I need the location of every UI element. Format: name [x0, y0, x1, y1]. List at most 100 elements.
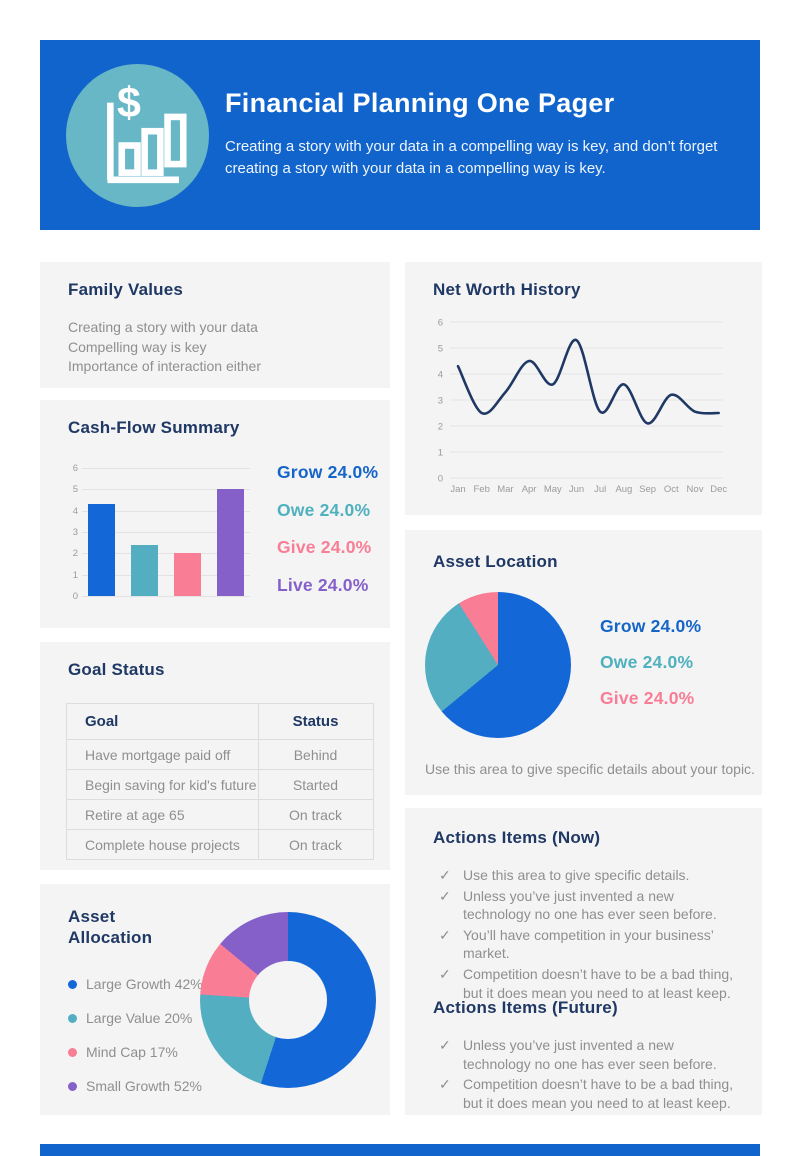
net-worth-title: Net Worth History: [433, 280, 581, 299]
legend-label: Mind Cap 17%: [86, 1044, 178, 1060]
check-list-item: ✓ Competition doesn’t have to be a bad th…: [439, 965, 741, 1002]
table-row: Retire at age 65 On track: [66, 799, 374, 830]
footer-accent-bar: [40, 1144, 760, 1156]
legend-dot: [68, 1081, 77, 1091]
legend-item: Mind Cap 17%: [68, 1044, 203, 1060]
legend-item: Live 24.0%: [277, 574, 369, 595]
table-row: Begin saving for kid's future Started: [66, 769, 374, 800]
cash-flow-title: Cash-Flow Summary: [68, 418, 240, 437]
status-cell: On track: [258, 829, 374, 860]
checkmark-icon: ✓: [439, 966, 451, 983]
net-worth-line: [456, 338, 720, 425]
svg-text:Oct: Oct: [664, 484, 679, 495]
svg-text:Jan: Jan: [450, 484, 465, 495]
legend-item: Small Growth 52%: [68, 1078, 203, 1094]
bar-chart-gridline: [82, 489, 250, 491]
bar-chart-gridline: [82, 510, 250, 512]
page-title: Financial Planning One Pager: [225, 88, 615, 118]
y-axis-tick-label: 0: [72, 591, 78, 602]
legend-item: Grow 24.0%: [600, 616, 702, 636]
goal-column-header: Goal: [66, 703, 259, 740]
svg-text:6: 6: [438, 318, 443, 329]
net-worth-card: Net Worth History 0 1 2 3 4 5 6 Jan Feb Mar Apr May…: [405, 262, 762, 515]
svg-text:May: May: [544, 484, 562, 495]
legend-item: Owe 24.0%: [277, 499, 371, 520]
svg-text:Jul: Jul: [594, 484, 606, 495]
y-axis-tick-label: 3: [72, 527, 78, 538]
family-values-line: Compelling way is key: [68, 338, 207, 355]
goal-status-table: Goal Status Have mortgage paid off Behind…: [66, 703, 374, 860]
check-item-text: You’ll have competition in your business…: [463, 926, 714, 962]
check-item-text: Competition doesn’t have to be a bad thi…: [463, 1076, 734, 1111]
family-values-card: Family Values Creating a story with your…: [40, 262, 390, 388]
legend-item: Give 24.0%: [600, 688, 695, 708]
bar-chart-gridline: [82, 468, 250, 469]
legend-item: Large Growth 42%: [68, 976, 203, 992]
svg-text:0: 0: [438, 474, 443, 485]
status-cell: Started: [258, 769, 374, 800]
goal-cell: Retire at age 65: [66, 799, 259, 830]
check-item-text: Use this area to give specific details.: [463, 867, 690, 883]
asset-location-title: Asset Location: [433, 552, 558, 571]
table-row: Have mortgage paid off Behind: [66, 739, 374, 770]
svg-text:Nov: Nov: [687, 484, 704, 495]
bar-live: [217, 489, 244, 596]
header-banner: $ Financial Planning One Pager Creating …: [40, 40, 760, 230]
legend-item: Give 24.0%: [277, 537, 372, 557]
legend-dot: [68, 1047, 77, 1057]
family-values-title: Family Values: [68, 280, 184, 299]
svg-text:2: 2: [438, 422, 443, 433]
checkmark-icon: ✓: [439, 887, 451, 904]
svg-text:Apr: Apr: [522, 484, 537, 495]
net-worth-line-chart: 0 1 2 3 4 5 6 Jan Feb Mar Apr May Jun Jul Aug Sep Oct Nov…: [438, 318, 728, 496]
status-cell: On track: [258, 799, 374, 830]
goal-status-title: Goal Status: [68, 660, 165, 679]
cash-flow-bar-chart: 6 5 4 3 2 1 0: [40, 400, 390, 628]
checkmark-icon: ✓: [439, 1076, 451, 1093]
family-values-line: Importance of interaction either: [68, 358, 261, 375]
legend-dot: [68, 979, 77, 989]
table-row: Complete house projects On track: [66, 829, 374, 860]
legend-dot: [68, 1013, 77, 1023]
bar-chart-gridline: [82, 532, 250, 533]
dollar-bar-chart-icon: $: [107, 79, 187, 184]
svg-text:5: 5: [438, 344, 443, 355]
checkmark-icon: ✓: [439, 926, 451, 943]
check-list-item: ✓ Unless you’ve just invented a new techn…: [439, 1036, 741, 1073]
legend-label: Large Growth 42%: [86, 976, 203, 992]
y-axis-tick-label: 5: [72, 484, 78, 496]
asset-location-caption: Use this area to give specific details a…: [425, 761, 755, 777]
goal-cell: Complete house projects: [66, 829, 259, 860]
legend-item: Grow 24.0%: [277, 462, 379, 482]
svg-text:4: 4: [438, 370, 443, 381]
svg-text:Dec: Dec: [710, 484, 727, 495]
actions-future-title: Actions Items (Future): [433, 998, 618, 1017]
y-axis-tick-label: 2: [72, 548, 78, 560]
actions-now-list: ✓ Use this area to give specific details.…: [439, 866, 741, 1004]
bar-grow: [88, 504, 115, 596]
cash-flow-card: Cash-Flow Summary 6 5 4 3 2 1 0 Grow 24.0% Owe …: [40, 400, 390, 628]
svg-text:Feb: Feb: [474, 484, 490, 495]
asset-allocation-card: Asset Allocation Large Growth 42% Large V…: [40, 884, 390, 1115]
asset-allocation-title: Asset Allocation: [68, 907, 153, 948]
svg-text:Aug: Aug: [615, 484, 632, 495]
check-list-item: ✓ You’ll have competition in your busines…: [439, 926, 741, 963]
legend-label: Large Value 20%: [86, 1010, 193, 1026]
bar-chart-gridline: [82, 596, 250, 597]
legend-item: Owe 24.0%: [600, 652, 694, 672]
y-axis-tick-label: 6: [72, 463, 78, 474]
actions-now-title: Actions Items (Now): [433, 828, 601, 847]
donut-hole: [249, 961, 327, 1039]
y-axis-tick-label: 1: [72, 569, 78, 581]
bar-chart-gridline: [82, 574, 250, 576]
svg-text:Mar: Mar: [497, 484, 513, 495]
status-column-header: Status: [258, 703, 374, 740]
action-items-card: Actions Items (Now) ✓ Use this area to gi…: [405, 808, 762, 1115]
cash-flow-legend: Grow 24.0% Owe 24.0% Give 24.0% Live 24.0%: [277, 462, 378, 612]
bar-chart-gridline: [82, 553, 250, 555]
family-values-line: Creating a story with your data: [68, 319, 258, 335]
svg-text:3: 3: [438, 396, 443, 407]
checkmark-icon: ✓: [439, 1037, 451, 1053]
y-axis-tick-label: 4: [72, 505, 78, 517]
